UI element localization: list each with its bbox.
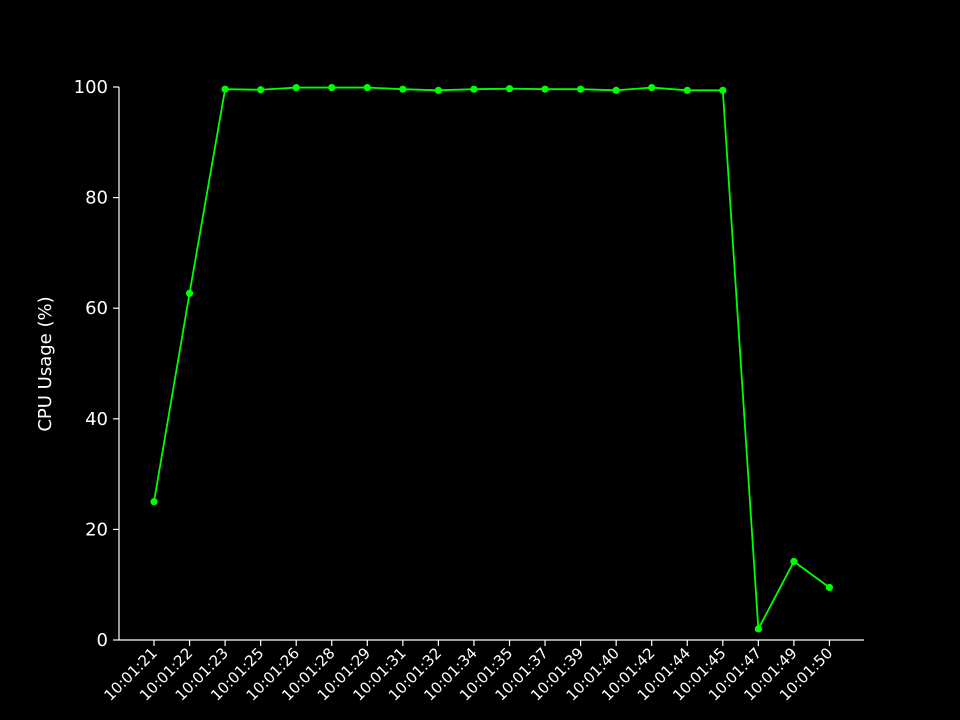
- data-point: [790, 557, 798, 566]
- data-point: [399, 85, 407, 93]
- y-tick-label: 60: [85, 298, 108, 319]
- data-point: [257, 86, 265, 94]
- data-point: [505, 85, 514, 93]
- y-tick-label: 20: [85, 519, 108, 540]
- data-point: [719, 86, 727, 94]
- y-tick-label: 40: [85, 409, 108, 430]
- data-point: [328, 83, 336, 92]
- y-tick-label: 0: [97, 630, 108, 651]
- series-line: [153, 86, 830, 630]
- y-tick-label: 80: [85, 188, 108, 209]
- data-point: [648, 83, 656, 92]
- data-point: [577, 85, 585, 93]
- data-point: [754, 625, 762, 633]
- y-axis: 0 20 40 60 80 100: [74, 77, 120, 651]
- data-point: [470, 85, 478, 93]
- data-point: [541, 85, 549, 93]
- data-point: [150, 498, 158, 506]
- data-point: [825, 583, 834, 592]
- data-point: [221, 85, 229, 93]
- y-tick-label: 100: [74, 77, 108, 98]
- data-point: [363, 83, 371, 92]
- data-point: [292, 83, 300, 92]
- data-point: [185, 289, 194, 297]
- data-point: [683, 86, 691, 94]
- y-axis-label: CPU Usage (%): [35, 296, 56, 431]
- data-point: [612, 86, 620, 94]
- series-layer: [150, 83, 834, 633]
- data-point: [434, 86, 442, 94]
